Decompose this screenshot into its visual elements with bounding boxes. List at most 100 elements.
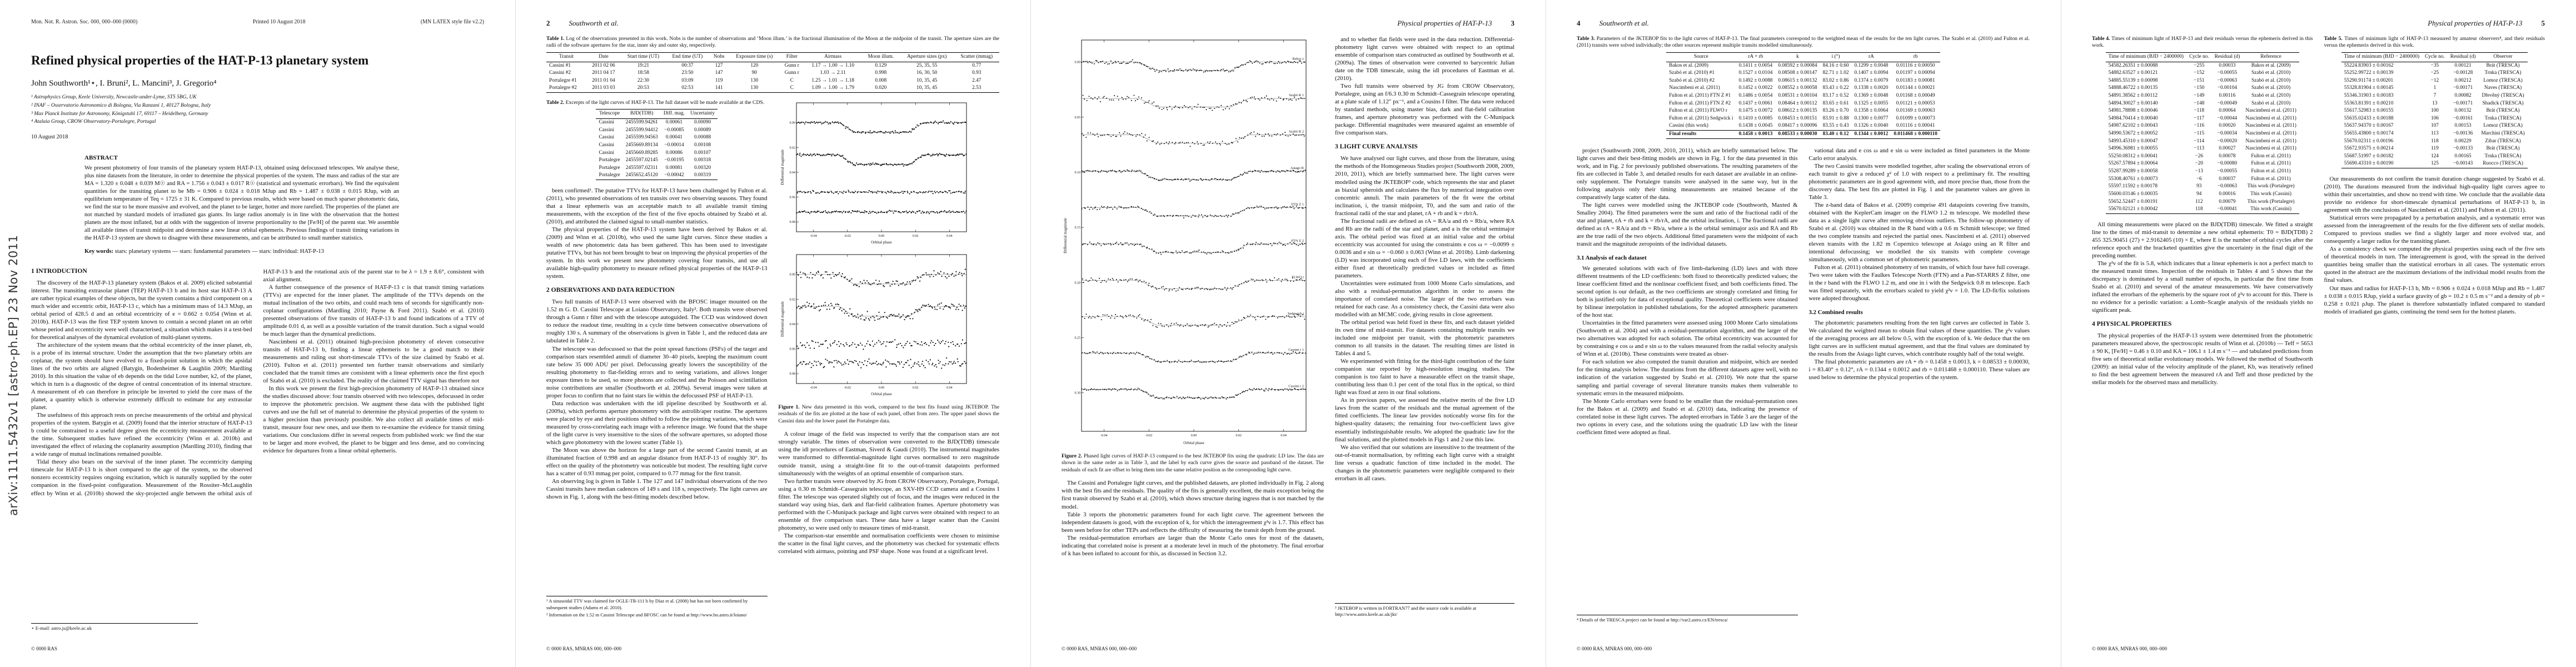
paragraph: Uncertainties were estimated from 1000 M… — [1335, 280, 1514, 318]
column-header: Scatter (mmag) — [954, 52, 999, 62]
cell: 0.01168 ± 0.00049 — [1896, 92, 1935, 98]
cell: Trnka (TRESCA) — [2484, 70, 2522, 76]
svg-text:Orbital phase: Orbital phase — [871, 240, 892, 245]
cell: Fulton et al. (2011) FTN Z #2 — [1669, 100, 1731, 106]
table-row: 55655.43800 ± 0.00174 113 −0.00136 Marchini… — [2341, 130, 2528, 138]
page-footer: © 0000 RAS, MNRAS 000, 000–000 — [2092, 646, 2168, 651]
cell: Cassini — [599, 150, 614, 156]
table-3-caption-text: Parameters of the JKTEBOP fits to the li… — [1577, 36, 2030, 49]
cell: −0.00049 — [2217, 100, 2238, 106]
svg-text:0.25: 0.25 — [1075, 336, 1081, 340]
table-4-header-row: Time of minimum (BJD − 2400000) Cycle no.… — [2105, 52, 2299, 62]
cell: 0.1438 ± 0.0045 — [1738, 123, 1773, 129]
table-1-caption-text: Log of the observations presented in thi… — [546, 36, 999, 49]
cell: Cassini — [599, 127, 614, 133]
paragraph: We experimented with fitting for the thi… — [1335, 358, 1514, 396]
right-column: Table 5. Times of minimum light of HAT-P… — [2324, 36, 2545, 623]
cell: Nascimbeni et al. (2011) — [2245, 131, 2296, 137]
affiliation: ¹ Astrophysics Group, Keele University, … — [31, 94, 197, 101]
table-row: 54891.38562 ± 0.00112 −149 0.00116 Szabó et… — [2106, 92, 2299, 100]
cell: 16, 30, 50 — [916, 70, 938, 76]
cell: 0.1486 ± 0.0054 — [1738, 92, 1773, 98]
cell: 0.00037 — [2219, 176, 2236, 182]
cell: C — [790, 85, 794, 91]
cell: 0.00107 — [694, 150, 711, 156]
column-header: Diff. mag. — [660, 109, 688, 120]
cell: Naves (TRESCA) — [2484, 85, 2522, 91]
cell: 0.00041 — [665, 135, 683, 141]
table-row: Nascimbeni et al. (2011) 0.1452 ± 0.0022 0… — [1666, 84, 1940, 92]
cell: 83.02 ± 0.86 — [1822, 77, 1849, 83]
cell: Portalegre — [599, 165, 620, 171]
table-2-label: Table 2. — [546, 99, 565, 106]
cell: 2.47 — [972, 77, 981, 83]
table-3-caption: Table 3. Parameters of the JKTEBOP fits … — [1577, 36, 2030, 49]
cell: −0.00161 — [2453, 115, 2473, 121]
cell: 10, 35, 45 — [916, 85, 938, 91]
introduction-text: The discovery of the HAT-P-13 planetary … — [31, 268, 484, 508]
column-header: k — [1775, 52, 1820, 62]
table-row: Cassini (this work) 0.1438 ± 0.0045 0.0841… — [1666, 122, 1940, 130]
keywords-text: stars: planetary systems — stars: fundam… — [114, 248, 324, 255]
column-header: i (°) — [1820, 52, 1852, 62]
running-header: Physical properties of HAT-P-13 3 — [1062, 19, 1514, 28]
figure-2-caption-text: Phased light curves of HAT-P-13 compared… — [1062, 453, 1324, 473]
continuation-text: been confirmed¹. The putative TTVs for H… — [546, 187, 768, 280]
table-row: 55363.81391 ± 0.00210 13 −0.00171 Shadick (… — [2341, 100, 2528, 108]
cell: 1.17 → 1.00 → 1.10 — [811, 62, 855, 68]
cell: Lomoz (TRESCA) — [2483, 77, 2523, 83]
cell: −0.00055 — [2217, 168, 2238, 175]
cell: 0.1411 ± 0.0054 — [1738, 62, 1773, 68]
figure-1-panel-bottom: -0.04 -0.02 0.00 0.02 0.04 0.00 0.02 0.04 0.06 0.… — [779, 251, 1000, 400]
cell: −0.00171 — [2453, 100, 2473, 106]
cell: 0.00088 — [694, 135, 711, 141]
cell: 0.08417 ± 0.00096 — [1778, 123, 1817, 129]
cell: 120 — [750, 62, 759, 68]
footnotes: ⁴ Details of the TRESCA project can be f… — [1577, 615, 1798, 625]
running-header: 2 Southworth et al. — [546, 19, 999, 28]
paragraph: The light curves were modelled using the… — [1577, 201, 1798, 248]
right-column-text: and to whether flat fields were used in … — [1335, 36, 1514, 137]
cell: 54888.46722 ± 0.00135 — [2108, 85, 2158, 91]
cell: 54984.70414 ± 0.00040 — [2108, 115, 2158, 121]
cell: 0.01121 ± 0.00053 — [1896, 100, 1935, 106]
cell: 0.1437 ± 0.0061 — [1738, 100, 1773, 106]
cell: −0.00034 — [2217, 131, 2238, 137]
svg-text:0.00: 0.00 — [1075, 61, 1081, 64]
column-header: Cycle no. — [2186, 52, 2212, 62]
cell: Nascimbeni et al. (2011) — [2245, 115, 2296, 121]
page-footer: © 0000 RAS, MNRAS 000, 000–000 — [1062, 646, 1137, 651]
paragraph: Our measurements do not confirm the tran… — [2324, 176, 2545, 214]
cell: 18:58 — [637, 70, 650, 76]
cell: 13 — [2432, 100, 2438, 106]
cell: 130 — [750, 77, 759, 83]
running-title: Physical properties of HAT-P-13 — [2428, 19, 2523, 27]
paragraph: The z-band data of Bakos et al. (2009) c… — [1808, 201, 2030, 263]
paragraph: The photometric parameters resulting fro… — [1808, 320, 2030, 358]
paragraph: The Cassini and Portalegre light curves,… — [1062, 480, 1324, 510]
column-header: Moon illum. — [861, 52, 900, 62]
svg-text:0.02: 0.02 — [789, 146, 795, 150]
table-row: 55670.02121 ± 0.00042 118 −0.00041 This wor… — [2106, 206, 2299, 213]
svg-text:0.04: 0.04 — [946, 386, 953, 390]
table-row: 54885.55139 ± 0.00098 −151 −0.00063 Szabó e… — [2106, 77, 2299, 85]
cell: −20 — [2195, 161, 2204, 167]
cell: 0.00082 — [2454, 92, 2472, 98]
cell: −0.00042 — [664, 172, 684, 178]
table-row: 54984.70414 ± 0.00040 −117 −0.00044 Nascimb… — [2106, 115, 2299, 123]
cell: 1.25 → 1.01 → 1.18 — [811, 77, 855, 83]
figure-2-label: Figure 2. — [1062, 453, 1083, 459]
cell: Szabó et al. (2010) — [2251, 100, 2291, 106]
cell: −6 — [2196, 176, 2202, 182]
table-row: 55308.40761 ± 0.00073 −6 0.00037 Fulton et … — [2106, 176, 2299, 183]
cell: 0.00212 — [2454, 77, 2472, 83]
cell: Fulton et al. (2011) FLWO r — [1669, 108, 1727, 114]
table-5-header-row: Time of minimum (BJD − 2400000) Cycle no.… — [2341, 52, 2528, 62]
cell: Brát (TRESCA) — [2486, 108, 2520, 114]
cell: Portalegre #2 — [549, 85, 577, 91]
table-1-caption: Table 1. Log of the observations present… — [546, 36, 999, 49]
table-row: 55672.93575 ± 0.00214 119 −0.00133 Brát (TR… — [2341, 145, 2528, 153]
table-row: Cassini #2 2011 04 17 18:58 23:50 147 90 Gunn … — [546, 69, 999, 77]
cell: −0.00014 — [664, 142, 684, 148]
